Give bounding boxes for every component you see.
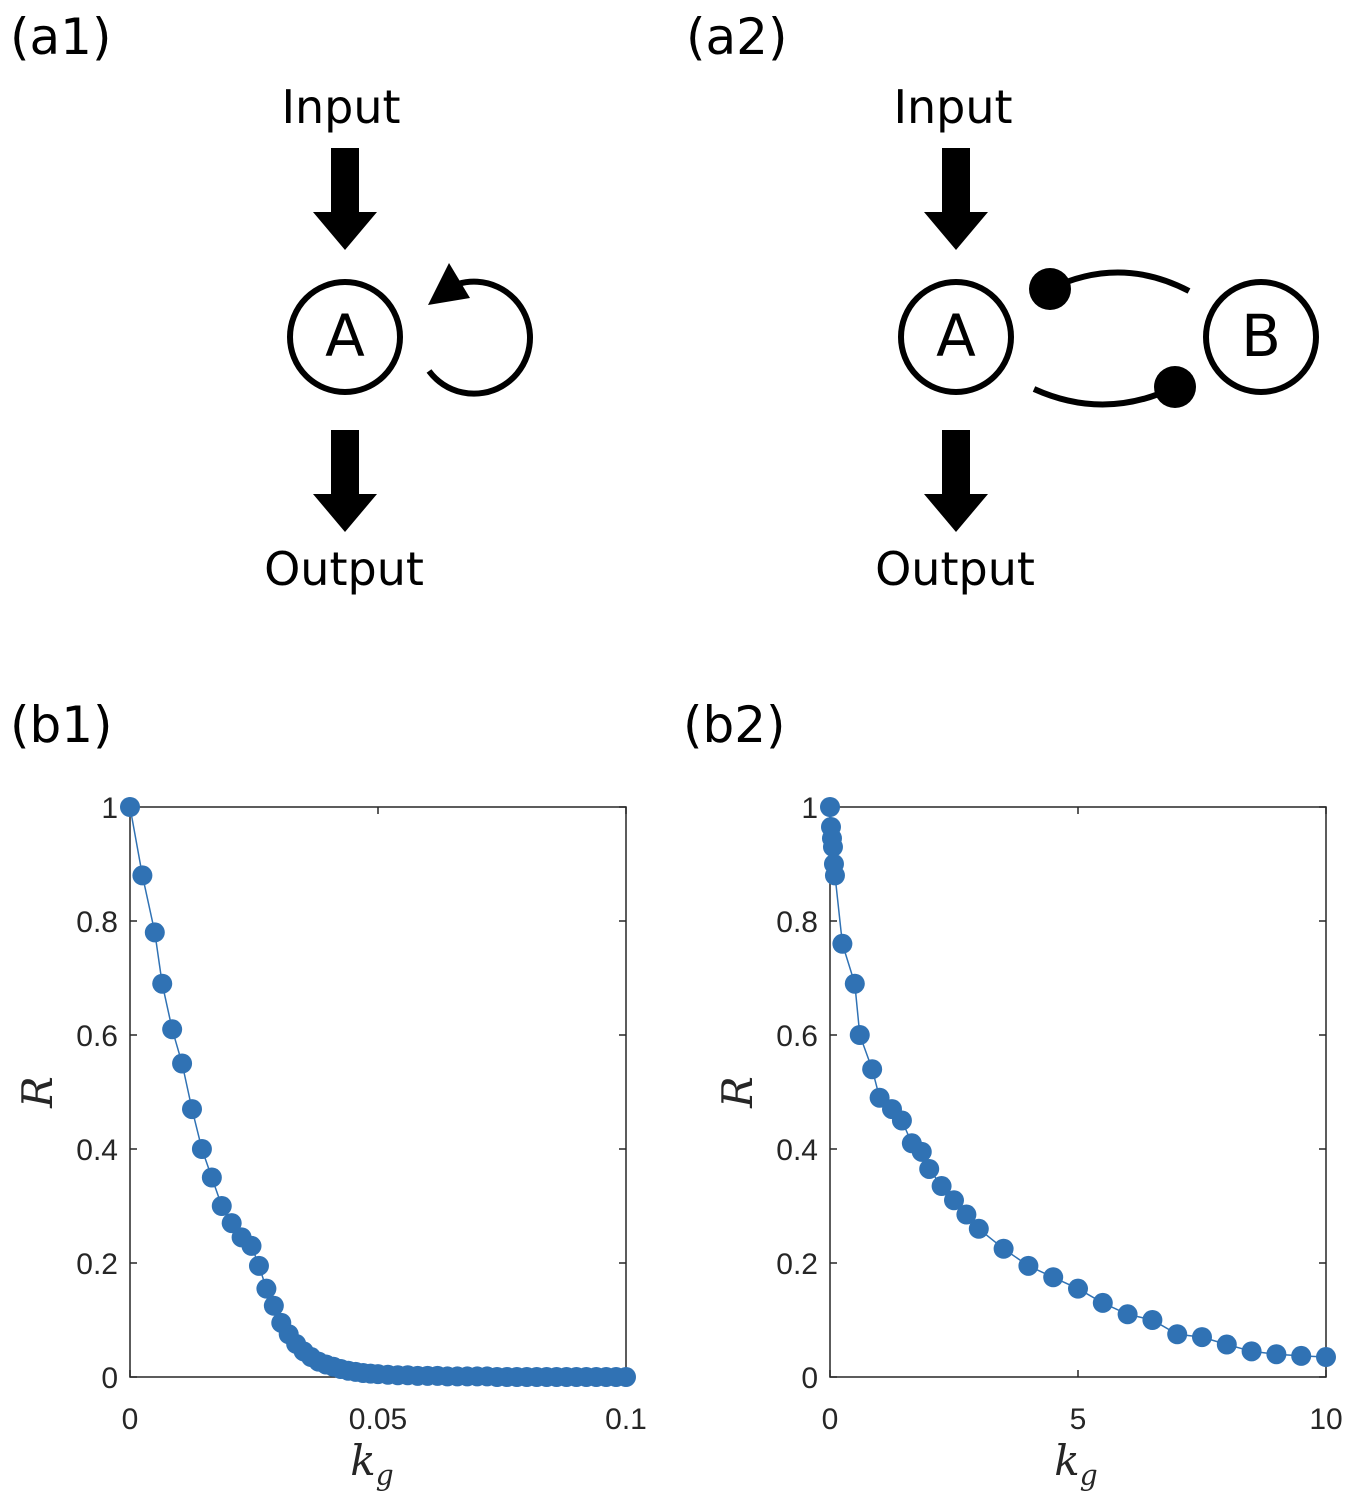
chart-b1-ytick-label: 1 — [101, 792, 118, 825]
chart-b2-data-point — [1216, 1334, 1237, 1355]
chart-b2-data-point — [891, 1110, 912, 1131]
chart-b1-ytick-label: 0 — [101, 1362, 118, 1395]
chart-b1-y-label: R — [13, 1076, 62, 1109]
chart-b2-data-point — [1018, 1255, 1039, 1276]
a1-node-circle — [287, 279, 403, 395]
a1-node-label: A — [325, 302, 365, 370]
a1-input-label: Input — [281, 80, 401, 134]
diagram-a1 — [287, 148, 533, 532]
chart-b2-ticks: 00.20.40.60.810 5 10 — [776, 792, 1342, 1436]
chart-b2-data-point — [968, 1218, 989, 1239]
chart-b1-plot-area — [129, 806, 627, 1378]
chart-b2-data-point — [832, 933, 853, 954]
chart-b1-ytick-label: 0.2 — [76, 1248, 118, 1281]
chart-b1-ytick-label: 0.8 — [76, 906, 118, 939]
chart-b2-y-label: R — [713, 1076, 762, 1109]
chart-b2-data-point — [1092, 1292, 1113, 1313]
a2-input-arrow — [924, 148, 988, 250]
chart-b1-data-point — [162, 1019, 183, 1040]
chart-b2-data-point — [911, 1141, 932, 1162]
diagram-a2 — [898, 148, 1319, 532]
chart-b1-data-point — [132, 865, 153, 886]
a2-inhibition-dot-top — [1029, 268, 1071, 310]
a2-node-b-label: B — [1241, 302, 1281, 370]
chart-b1-data-point — [172, 1053, 193, 1074]
chart-b2-data-point — [1167, 1324, 1188, 1345]
chart-b2-ytick-label: 0.8 — [776, 906, 818, 939]
a2-input-label: Input — [893, 80, 1013, 134]
chart-b1-data-point — [211, 1196, 232, 1216]
chart-b2-data-point — [862, 1059, 883, 1080]
chart-b1-x-label: kg — [350, 1436, 393, 1492]
chart-b1-data-point — [221, 1213, 242, 1234]
a2-output-arrow — [924, 430, 988, 532]
chart-b2-ytick-label: 0.2 — [776, 1248, 818, 1281]
a2-node-a-label: A — [936, 302, 976, 370]
panel-label-a2: (a2) — [686, 8, 788, 66]
a2-node-a-circle — [898, 279, 1014, 395]
chart-b1-data-point — [263, 1295, 284, 1316]
chart-b2-ytick-label: 0.6 — [776, 1020, 818, 1053]
panel-label-b1: (b1) — [10, 696, 113, 754]
a1-self-loop-arc — [426, 278, 533, 397]
chart-b1-data-point — [191, 1139, 212, 1159]
panel-label-a1: (a1) — [10, 8, 112, 66]
a2-node-b-circle — [1203, 279, 1319, 395]
chart-b1-points — [120, 797, 636, 1387]
chart-b2-data-point — [849, 1025, 870, 1045]
chart-b2-data-point — [1142, 1310, 1163, 1330]
chart-b2-data-point — [1316, 1347, 1336, 1368]
chart-b2-xtick-label: 10 — [1309, 1403, 1342, 1436]
chart-b1-data-point — [241, 1235, 262, 1256]
chart-b2-x-label: kg — [1054, 1436, 1097, 1492]
chart-b2-data-point — [919, 1158, 940, 1179]
chart-b1-xtick-label: 0 — [122, 1403, 139, 1436]
chart-b1-ytick-label: 0.4 — [76, 1134, 118, 1167]
chart-b1-xtick-label: 0.1 — [605, 1403, 647, 1436]
chart-b2-ytick-label: 1 — [801, 792, 818, 825]
chart-b2-data-point — [822, 836, 843, 857]
a1-input-arrow — [313, 148, 377, 250]
chart-b1-data-point — [152, 973, 173, 994]
chart-b2-data-point — [1117, 1304, 1138, 1325]
chart-b2-ytick-label: 0 — [801, 1362, 818, 1395]
chart-b2-data-point — [1241, 1341, 1262, 1362]
a1-self-loop-arrowhead — [428, 263, 470, 305]
chart-b2-data-point — [844, 973, 865, 994]
chart-b1-xtick-label: 0.05 — [349, 1403, 407, 1436]
chart-b2-data-point — [1192, 1327, 1212, 1348]
panel-label-b2: (b2) — [683, 696, 786, 754]
chart-b2-ytick-label: 0.4 — [776, 1134, 818, 1167]
chart-b1-data-point — [256, 1278, 277, 1299]
a2-output-label: Output — [875, 542, 1035, 596]
chart-b2-data-point — [956, 1204, 977, 1225]
chart-b2-xtick-label: 0 — [822, 1403, 839, 1436]
chart-b2-data-point — [993, 1238, 1014, 1259]
chart-b2-data-point — [824, 865, 845, 886]
chart-b2-data-point — [1043, 1267, 1064, 1288]
a2-inhibition-dot-bottom — [1154, 366, 1196, 408]
chart-b1-data-point — [248, 1255, 269, 1276]
chart-b2-data-point — [1291, 1345, 1312, 1366]
chart-b1-data-point — [182, 1099, 202, 1120]
chart-b1-data-point — [616, 1367, 636, 1387]
chart-b1-data-point — [201, 1167, 222, 1188]
a1-output-arrow — [313, 430, 377, 532]
chart-b2-data-point — [944, 1190, 964, 1211]
chart-b1-ticks: 0 0.2 0.4 0.6 0.8 1 0 0.05 0.1 — [76, 792, 647, 1436]
chart-b1-data-point — [120, 797, 140, 817]
a1-output-label: Output — [264, 542, 424, 596]
chart-b2-data-point — [931, 1176, 952, 1197]
chart-b1-data-point — [144, 922, 165, 943]
chart-b2-points — [820, 797, 1336, 1368]
chart-b1-ytick-label: 0.6 — [76, 1020, 118, 1053]
chart-b2-xtick-label: 5 — [1070, 1403, 1087, 1436]
chart-b2-data-point — [1266, 1344, 1287, 1365]
chart-b2-data-point — [1068, 1278, 1088, 1299]
chart-b2-data-point — [820, 797, 840, 817]
